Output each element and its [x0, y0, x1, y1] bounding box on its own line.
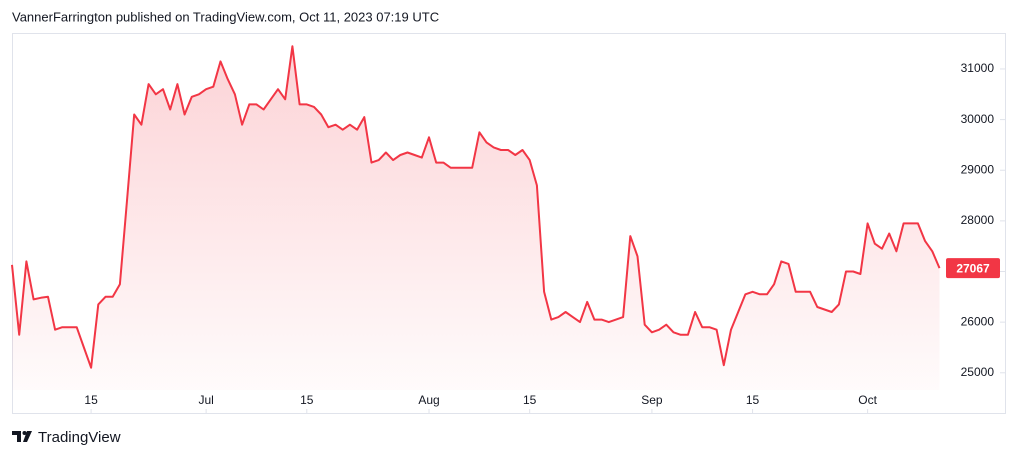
- y-tick-label: 25000: [961, 365, 995, 379]
- y-tick-label: 29000: [961, 162, 995, 176]
- y-tick-label: 30000: [961, 112, 995, 126]
- x-tick-label: 15: [523, 393, 537, 407]
- y-tick-label: 26000: [961, 314, 995, 328]
- y-tick-label: 31000: [961, 61, 995, 75]
- x-tick-label: 15: [746, 393, 760, 407]
- x-tick-label: Oct: [858, 393, 877, 407]
- chart-frame: [12, 33, 1006, 414]
- footer-brand: TradingView: [38, 429, 121, 446]
- price-line: [11, 45, 941, 369]
- x-tick-label: 15: [84, 393, 98, 407]
- x-tick-label: Jul: [198, 393, 213, 407]
- area-fill: [12, 46, 940, 390]
- header: VannerFarrington published on TradingVie…: [12, 9, 439, 24]
- last-price-badge: [946, 258, 1000, 279]
- logo: [12, 431, 32, 442]
- plot: 2500026000270002800029000300003100015Jul…: [11, 45, 1005, 413]
- x-tick-label: Sep: [641, 393, 663, 407]
- x-tick-label: 15: [300, 393, 314, 407]
- last-price-label: 27067: [956, 261, 990, 275]
- x-tick-label: Aug: [418, 393, 439, 407]
- y-tick-label: 28000: [961, 213, 995, 227]
